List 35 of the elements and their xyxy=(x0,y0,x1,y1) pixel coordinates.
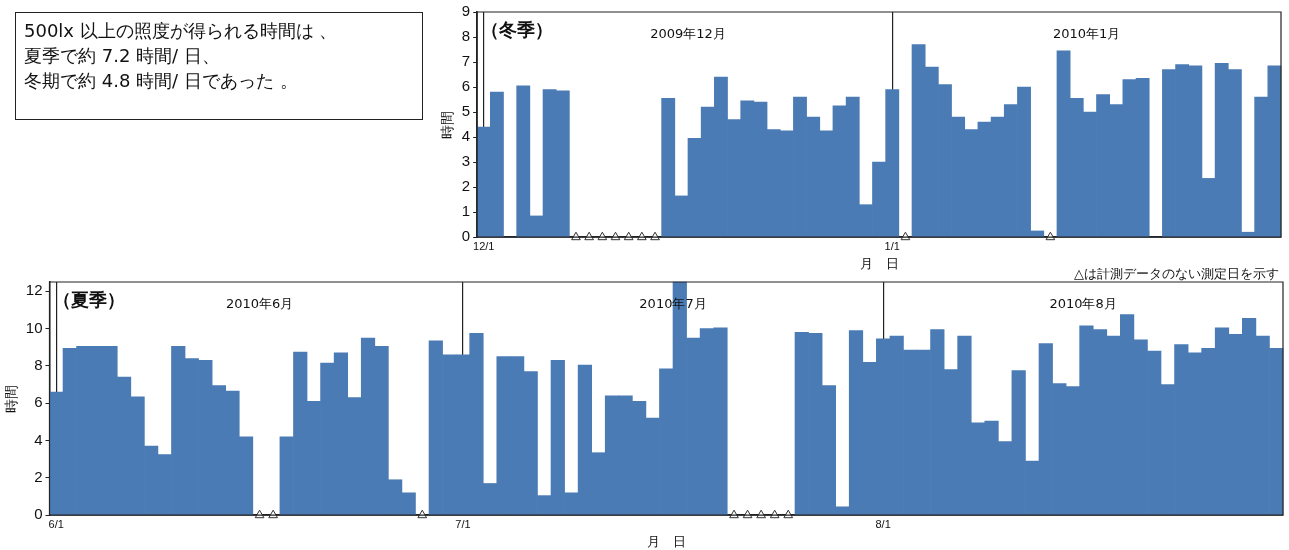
y-tick-label: 2 xyxy=(34,468,43,486)
x-axis-title: 月 日 xyxy=(859,255,899,271)
y-axis-title: 時間 xyxy=(3,384,20,413)
text: 夏季で約 7.2 時間/ 日、 xyxy=(24,44,221,68)
y-tick-label: 0 xyxy=(461,227,471,245)
y-tick-label: 4 xyxy=(34,430,43,448)
x-tick-label: 12/1 xyxy=(473,239,495,252)
annotation: 2010年6月 xyxy=(225,295,294,311)
chart-title: （冬季） xyxy=(481,18,554,40)
x-tick-label: 8/1 xyxy=(875,517,891,530)
text: 冬期で約 4.8 時間/ 日であった 。 xyxy=(24,69,299,93)
y-tick-label: 8 xyxy=(461,27,471,45)
y-tick-label: 10 xyxy=(25,318,43,336)
annotation: 2010年8月 xyxy=(1049,295,1117,311)
y-tick-label: 5 xyxy=(461,102,471,120)
x-tick-label: 6/1 xyxy=(48,517,64,530)
text: 500lx 以上の照度が得られる時間は 、 xyxy=(24,19,339,43)
y-tick-label: 1 xyxy=(461,202,471,220)
chart-title: （夏季） xyxy=(53,288,126,310)
y-tick-label: 7 xyxy=(461,52,471,70)
y-tick-label: 12 xyxy=(25,281,43,299)
annotation: 2010年1月 xyxy=(1052,25,1121,41)
y-tick-label: 0 xyxy=(34,505,43,523)
y-tick-label: 4 xyxy=(461,127,471,145)
x-axis-title: 月 日 xyxy=(646,533,686,549)
annotation: 2009年12月 xyxy=(650,25,726,41)
x-tick-label: 7/1 xyxy=(455,517,471,530)
y-tick-label: 6 xyxy=(34,393,43,411)
y-tick-label: 6 xyxy=(461,77,471,95)
y-tick-label: 8 xyxy=(34,356,43,374)
y-tick-label: 2 xyxy=(461,177,471,195)
y-axis-title: 時間 xyxy=(439,110,456,139)
y-tick-label: 9 xyxy=(461,2,471,20)
x-tick-label: 1/1 xyxy=(884,239,900,252)
y-tick-label: 3 xyxy=(461,152,471,170)
